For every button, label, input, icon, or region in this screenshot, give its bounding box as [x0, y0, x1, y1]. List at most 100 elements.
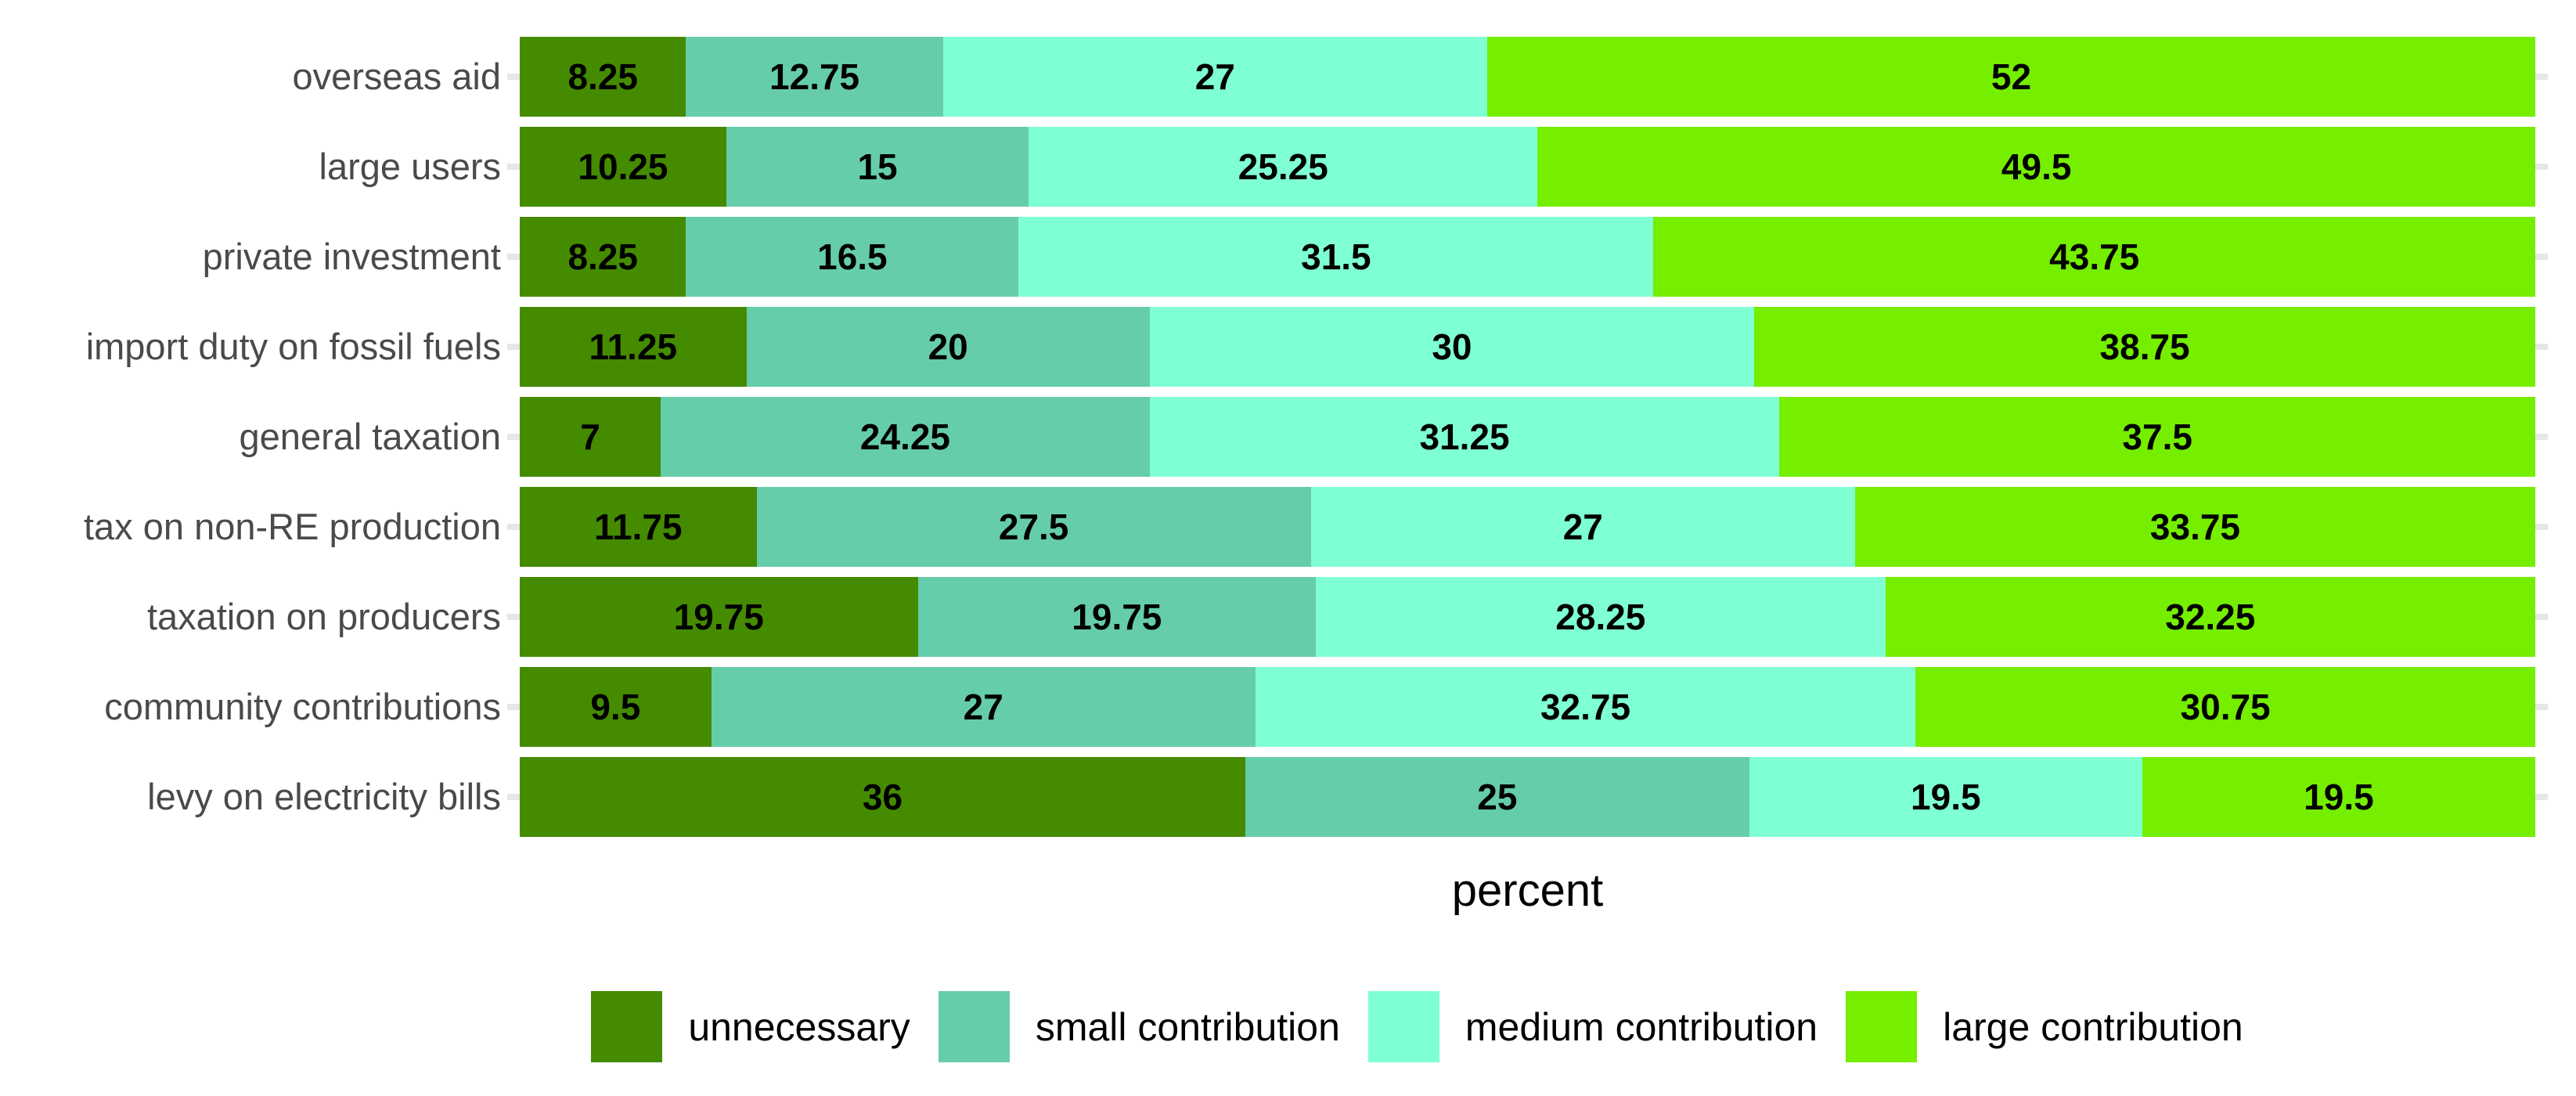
segment-value-label: 43.75: [2049, 236, 2140, 277]
category-label: tax on non-RE production: [84, 506, 501, 548]
bar-row: taxation on producers 19.75 19.75 28.25 32.2…: [0, 577, 2576, 657]
segment-value-label: 25.25: [1238, 146, 1328, 187]
x-axis-label: percent: [1451, 865, 1604, 916]
legend-label: small contribution: [1035, 1004, 1340, 1049]
bar-segment: 8.25: [520, 217, 686, 297]
bar-segment: 12.75: [686, 37, 943, 117]
bar-segment: 19.75: [520, 577, 918, 657]
stacked-bar: 8.25 12.75 27 52: [520, 37, 2535, 117]
segment-value-label: 8.25: [567, 56, 638, 97]
bar-segment: 49.5: [1537, 127, 2535, 207]
y-axis-tick-right: [2535, 614, 2548, 620]
y-axis-tick-left: [507, 164, 520, 170]
bar-segment: 7: [520, 397, 661, 477]
bar-row: general taxation 7 24.25 31.25 37.5: [0, 397, 2576, 477]
category-label: overseas aid: [292, 56, 502, 98]
segment-value-label: 27: [963, 687, 1003, 727]
y-axis-tick-right: [2535, 164, 2548, 170]
stacked-bar: 7 24.25 31.25 37.5: [520, 397, 2535, 477]
y-axis-tick-left: [507, 74, 520, 80]
bar-segment: 16.5: [686, 217, 1019, 297]
segment-value-label: 15: [857, 146, 898, 187]
stacked-bar: 36 25 19.5 19.5: [520, 757, 2535, 837]
bar-segment: 30: [1149, 307, 1755, 387]
bar-segment: 19.5: [1749, 757, 2142, 837]
segment-value-label: 10.25: [578, 146, 668, 187]
segment-value-label: 32.75: [1540, 687, 1631, 727]
segment-value-label: 32.25: [2165, 597, 2256, 637]
y-axis-tick-left: [507, 794, 520, 800]
segment-value-label: 27: [1194, 56, 1235, 97]
stacked-bar: 19.75 19.75 28.25 32.25: [520, 577, 2535, 657]
legend-item: large contribution: [1846, 991, 2243, 1062]
y-axis-tick-right: [2535, 74, 2548, 80]
bar-segment: 36: [520, 757, 1245, 837]
bar-row: private investment 8.25 16.5 31.5 43.75: [0, 217, 2576, 297]
bar-segment: 32.25: [1885, 577, 2535, 657]
bar-segment: 52: [1487, 37, 2535, 117]
bar-segment: 31.25: [1149, 397, 1780, 477]
segment-value-label: 19.5: [1911, 777, 1981, 817]
legend-label: unnecessary: [688, 1004, 910, 1049]
segment-value-label: 52: [1991, 56, 2032, 97]
segment-value-label: 24.25: [859, 416, 951, 457]
stacked-bar: 10.25 15 25.25 49.5: [520, 127, 2535, 207]
legend-item: medium contribution: [1367, 991, 1818, 1062]
segment-value-label: 27: [1562, 507, 1603, 547]
legend-label: medium contribution: [1465, 1004, 1818, 1049]
bar-segment: 19.75: [917, 577, 1317, 657]
plot-area: overseas aid 8.25 12.75 27 52 large users 10.2…: [0, 37, 2576, 847]
y-axis-tick-right: [2535, 524, 2548, 530]
y-axis-tick-right: [2535, 704, 2548, 710]
bar-segment: 28.25: [1316, 577, 1886, 657]
bar-segment: 33.75: [1854, 487, 2535, 567]
segment-value-label: 9.5: [590, 687, 641, 727]
bar-segment: 9.5: [520, 667, 712, 747]
segment-value-label: 30: [1432, 326, 1472, 367]
segment-value-label: 19.5: [2304, 777, 2374, 817]
bar-segment: 27: [711, 667, 1256, 747]
category-label: private investment: [202, 236, 501, 278]
y-axis-tick-right: [2535, 254, 2548, 260]
bar-segment: 15: [726, 127, 1029, 207]
segment-value-label: 20: [928, 326, 968, 367]
segment-value-label: 36: [862, 777, 903, 817]
segment-value-label: 11.25: [589, 326, 678, 367]
bar-segment: 27.5: [756, 487, 1311, 567]
segment-value-label: 49.5: [2001, 146, 2072, 187]
category-label: general taxation: [239, 416, 501, 458]
legend-swatch: [1367, 991, 1439, 1062]
bar-row: community contributions 9.5 27 32.75 30.75: [0, 667, 2576, 747]
bar-segment: 37.5: [1779, 397, 2535, 477]
segment-value-label: 19.75: [673, 597, 764, 637]
bar-row: tax on non-RE production 11.75 27.5 27 33.75: [0, 487, 2576, 567]
segment-value-label: 37.5: [2122, 416, 2192, 457]
segment-value-label: 16.5: [817, 236, 888, 277]
category-label: levy on electricity bills: [147, 776, 501, 818]
legend-item: unnecessary: [591, 991, 910, 1062]
legend-swatch: [591, 991, 663, 1062]
bar-segment: 27: [942, 37, 1487, 117]
bar-segment: 11.25: [520, 307, 747, 387]
segment-value-label: 7: [580, 416, 600, 457]
y-axis-tick-right: [2535, 434, 2548, 440]
bar-row: import duty on fossil fuels 11.25 20 30 38.7…: [0, 307, 2576, 387]
y-axis-tick-left: [507, 614, 520, 620]
category-label: import duty on fossil fuels: [85, 326, 501, 368]
stacked-bar: 11.25 20 30 38.75: [520, 307, 2535, 387]
segment-value-label: 25: [1477, 777, 1518, 817]
segment-value-label: 11.75: [593, 507, 683, 547]
segment-value-label: 8.25: [567, 236, 638, 277]
stacked-bar: 9.5 27 32.75 30.75: [520, 667, 2535, 747]
bar-segment: 25: [1245, 757, 1749, 837]
bar-segment: 20: [746, 307, 1150, 387]
bar-row: large users 10.25 15 25.25 49.5: [0, 127, 2576, 207]
y-axis-tick-left: [507, 344, 520, 350]
category-label: community contributions: [104, 686, 501, 728]
y-axis-tick-left: [507, 524, 520, 530]
category-label: taxation on producers: [146, 596, 501, 638]
segment-value-label: 38.75: [2099, 326, 2190, 367]
segment-value-label: 28.25: [1555, 597, 1646, 637]
bar-segment: 27: [1310, 487, 1855, 567]
